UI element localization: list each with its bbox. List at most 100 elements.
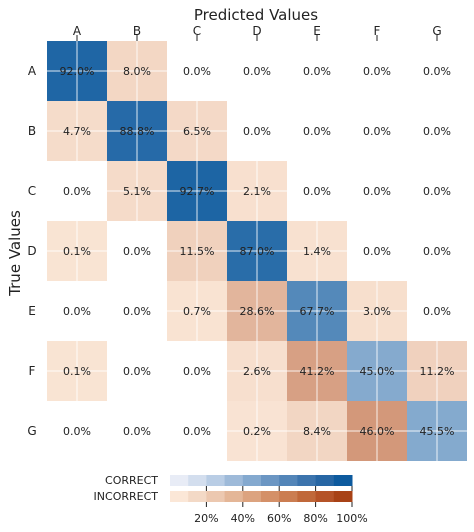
cell-label: 46.0% — [360, 425, 395, 438]
cell-label: 4.7% — [63, 125, 91, 138]
cell-label: 0.0% — [243, 65, 271, 78]
x-tick-label: G — [432, 24, 441, 38]
colorbar-correct-swatch — [261, 475, 280, 486]
cell-label: 1.4% — [303, 245, 331, 258]
cell-label: 0.0% — [123, 425, 151, 438]
cell-label: 0.0% — [183, 425, 211, 438]
colorbar-tick-label: 20% — [194, 512, 218, 525]
cell-label: 0.0% — [183, 65, 211, 78]
cell-label: 28.6% — [240, 305, 275, 318]
colorbar-incorrect-swatch — [315, 491, 335, 502]
cell-label: 0.0% — [243, 125, 271, 138]
x-tick-label: C — [193, 24, 201, 38]
cell-label: 0.1% — [63, 365, 91, 378]
y-tick-label: A — [28, 64, 37, 78]
x-tick-label: D — [252, 24, 261, 38]
cell-label: 8.0% — [123, 65, 151, 78]
cell-label: 0.0% — [423, 305, 451, 318]
colorbar-correct-swatch — [224, 475, 244, 486]
cell-label: 11.2% — [420, 365, 455, 378]
cell-label: 0.0% — [123, 305, 151, 318]
y-tick-label: C — [28, 184, 36, 198]
colorbar-correct-swatch — [333, 475, 353, 486]
cell-label: 5.1% — [123, 185, 151, 198]
y-tick-label: F — [29, 364, 36, 378]
cell-label: 0.2% — [243, 425, 271, 438]
y-tick-label: D — [27, 244, 36, 258]
cell-label: 11.5% — [180, 245, 215, 258]
cell-label: 2.1% — [243, 185, 271, 198]
cell-label: 41.2% — [300, 365, 335, 378]
colorbar-tick-label: 60% — [267, 512, 291, 525]
colorbar-incorrect-swatch — [170, 491, 189, 502]
colorbar-correct-swatch — [188, 475, 207, 486]
cell-label: 8.4% — [303, 425, 331, 438]
cell-label: 45.5% — [420, 425, 455, 438]
colorbar-incorrect-label: INCORRECT — [94, 490, 159, 503]
cell-label: 0.0% — [363, 125, 391, 138]
cell-label: 0.0% — [63, 305, 91, 318]
colorbar-incorrect-scale — [170, 491, 353, 502]
y-axis: A B C D E F G — [27, 64, 37, 438]
y-tick-label: E — [28, 304, 36, 318]
colorbar-correct-swatch — [279, 475, 298, 486]
cell-label: 0.0% — [363, 245, 391, 258]
y-tick-label: G — [27, 424, 36, 438]
cell-label: 67.7% — [300, 305, 335, 318]
colorbar-incorrect-swatch — [206, 491, 226, 502]
cell-label: 92.7% — [180, 185, 215, 198]
chart-title: Predicted Values — [194, 6, 318, 24]
heatmap-cell-labels: 92.0% 8.0% 0.0% 0.0% 0.0% 0.0% 0.0% 4.7% 88.8% 6.… — [60, 65, 455, 438]
x-tick-label: E — [313, 24, 321, 38]
colorbar-incorrect-swatch — [188, 491, 207, 502]
colorbar-tick-label: 80% — [303, 512, 327, 525]
cell-label: 0.0% — [63, 425, 91, 438]
cell-label: 0.0% — [303, 65, 331, 78]
colorbar-tick-label: 40% — [231, 512, 255, 525]
heatmap-gridlines — [47, 41, 467, 461]
colorbar-correct-swatch — [315, 475, 335, 486]
cell-label: 0.0% — [423, 245, 451, 258]
colorbar-ticks: 20% 40% 60% 80% 100% — [194, 486, 368, 525]
cell-label: 3.0% — [363, 305, 391, 318]
cell-label: 6.5% — [183, 125, 211, 138]
x-tick-label: B — [133, 24, 141, 38]
cell-label: 0.1% — [63, 245, 91, 258]
cell-label: 0.0% — [303, 185, 331, 198]
cell-label: 45.0% — [360, 365, 395, 378]
cell-label: 87.0% — [240, 245, 275, 258]
colorbar-correct-swatch — [206, 475, 226, 486]
cell-label: 0.0% — [123, 245, 151, 258]
cell-label: 0.0% — [303, 125, 331, 138]
x-tick-label: A — [73, 24, 82, 38]
colorbar-incorrect-swatch — [224, 491, 244, 502]
cell-label: 88.8% — [120, 125, 155, 138]
cell-label: 2.6% — [243, 365, 271, 378]
cell-label: 0.7% — [183, 305, 211, 318]
colorbar-correct-swatch — [242, 475, 262, 486]
colorbar-legend: CORRECT INCORRECT 20% 40% 60% 80% 100% — [94, 474, 368, 525]
y-axis-label: True Values — [6, 210, 24, 297]
x-axis: A B C D E F G — [73, 24, 442, 41]
colorbar-incorrect-swatch — [333, 491, 353, 502]
cell-label: 0.0% — [123, 365, 151, 378]
colorbar-correct-scale — [170, 475, 353, 486]
colorbar-correct-swatch — [297, 475, 317, 486]
cell-label: 0.0% — [63, 185, 91, 198]
cell-label: 0.0% — [183, 365, 211, 378]
cell-label: 92.0% — [60, 65, 95, 78]
colorbar-correct-label: CORRECT — [105, 474, 158, 487]
colorbar-correct-swatch — [170, 475, 189, 486]
y-tick-label: B — [28, 124, 36, 138]
cell-label: 0.0% — [423, 65, 451, 78]
colorbar-incorrect-swatch — [297, 491, 317, 502]
colorbar-incorrect-swatch — [261, 491, 280, 502]
cell-label: 0.0% — [363, 185, 391, 198]
colorbar-incorrect-swatch — [242, 491, 262, 502]
cell-label: 0.0% — [363, 65, 391, 78]
x-tick-label: F — [374, 24, 381, 38]
cell-label: 0.0% — [423, 125, 451, 138]
colorbar-incorrect-swatch — [279, 491, 298, 502]
cell-label: 0.0% — [423, 185, 451, 198]
